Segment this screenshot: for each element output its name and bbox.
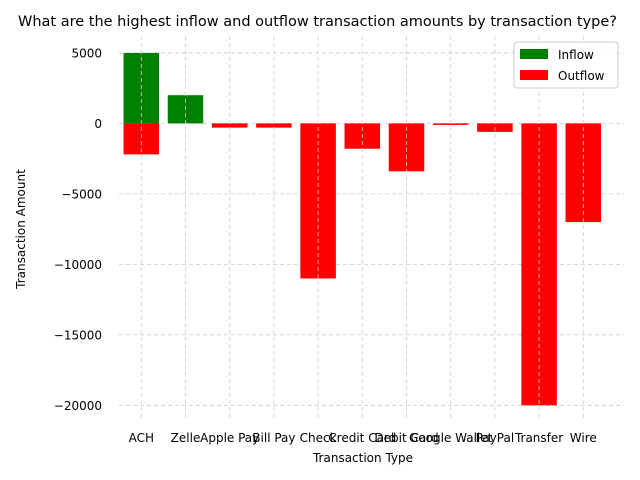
x-tick-label: Transfer: [514, 431, 563, 445]
x-tick-label: PayPal: [476, 431, 515, 445]
y-tick-label: −5000: [61, 187, 102, 201]
x-tick-label: Credit Card: [328, 431, 396, 445]
outflow-bar: [256, 123, 292, 128]
outflow-bar: [211, 123, 248, 128]
y-tick-label: −20000: [54, 399, 102, 413]
x-tick-label: Wire: [570, 431, 597, 445]
legend-swatch: [520, 49, 548, 59]
legend-label: Inflow: [558, 48, 594, 62]
y-tick-label: 0: [94, 117, 102, 131]
outflow-bar: [432, 123, 469, 125]
legend-swatch: [520, 70, 548, 80]
x-axis-label: Transaction Type: [312, 451, 413, 465]
x-tick-label: Zelle: [171, 431, 201, 445]
x-tick-label: Apple Pay: [200, 431, 259, 445]
x-tick-label: Check: [300, 431, 337, 445]
y-tick-label: −15000: [54, 328, 102, 342]
y-axis-ticks: 5000 0 −5000 −10000 −15000 −20000: [54, 46, 102, 412]
legend-label: Outflow: [558, 69, 605, 83]
x-tick-label: Google Wallet: [409, 431, 493, 445]
y-tick-label: 5000: [71, 46, 102, 60]
x-tick-label: Bill Pay: [252, 431, 295, 445]
y-tick-label: −10000: [54, 258, 102, 272]
x-tick-label: ACH: [129, 431, 154, 445]
grid-overlay: [140, 36, 584, 418]
chart-title: What are the highest inflow and outflow …: [18, 14, 617, 30]
y-axis-label: Transaction Amount: [14, 169, 28, 290]
legend: Inflow Outflow: [513, 41, 619, 89]
x-tick-label: Debit Card: [374, 431, 438, 445]
